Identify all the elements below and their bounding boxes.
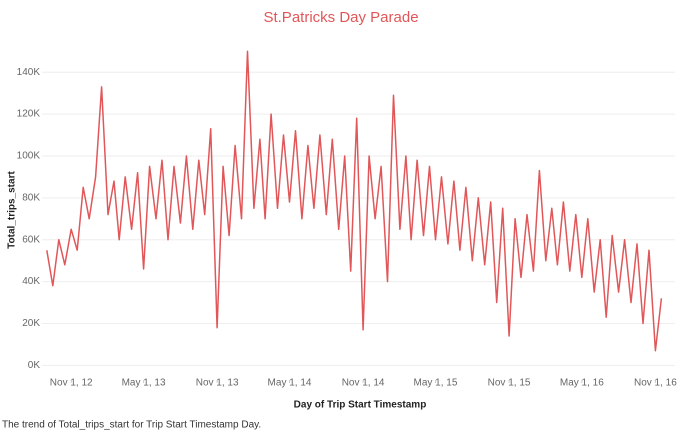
y-axis-title: Total_trips_start (7, 171, 18, 249)
chart-title: St.Patricks Day Parade (263, 9, 418, 26)
y-tick-label: 0K (28, 360, 41, 371)
y-tick-label: 40K (22, 276, 40, 287)
caption: The trend of Total_trips_start for Trip … (2, 420, 261, 431)
y-tick-label: 120K (17, 109, 41, 120)
x-tick-label: May 1, 13 (122, 378, 166, 389)
x-tick-label: May 1, 16 (560, 378, 604, 389)
x-tick-label: Nov 1, 15 (488, 378, 531, 389)
y-tick-label: 20K (22, 318, 40, 329)
y-tick-label: 80K (22, 192, 40, 203)
x-tick-label: Nov 1, 13 (196, 378, 239, 389)
y-tick-label: 60K (22, 234, 40, 245)
y-tick-label: 140K (17, 67, 41, 78)
x-tick-label: Nov 1, 14 (342, 378, 385, 389)
x-tick-label: May 1, 15 (414, 378, 458, 389)
x-tick-label: May 1, 14 (268, 378, 312, 389)
x-tick-label: Nov 1, 16 (634, 378, 677, 389)
series-line (46, 50, 663, 352)
x-tick-label: Nov 1, 12 (50, 378, 93, 389)
y-tick-label: 100K (17, 151, 41, 162)
x-axis-title: Day of Trip Start Timestamp (294, 400, 427, 411)
